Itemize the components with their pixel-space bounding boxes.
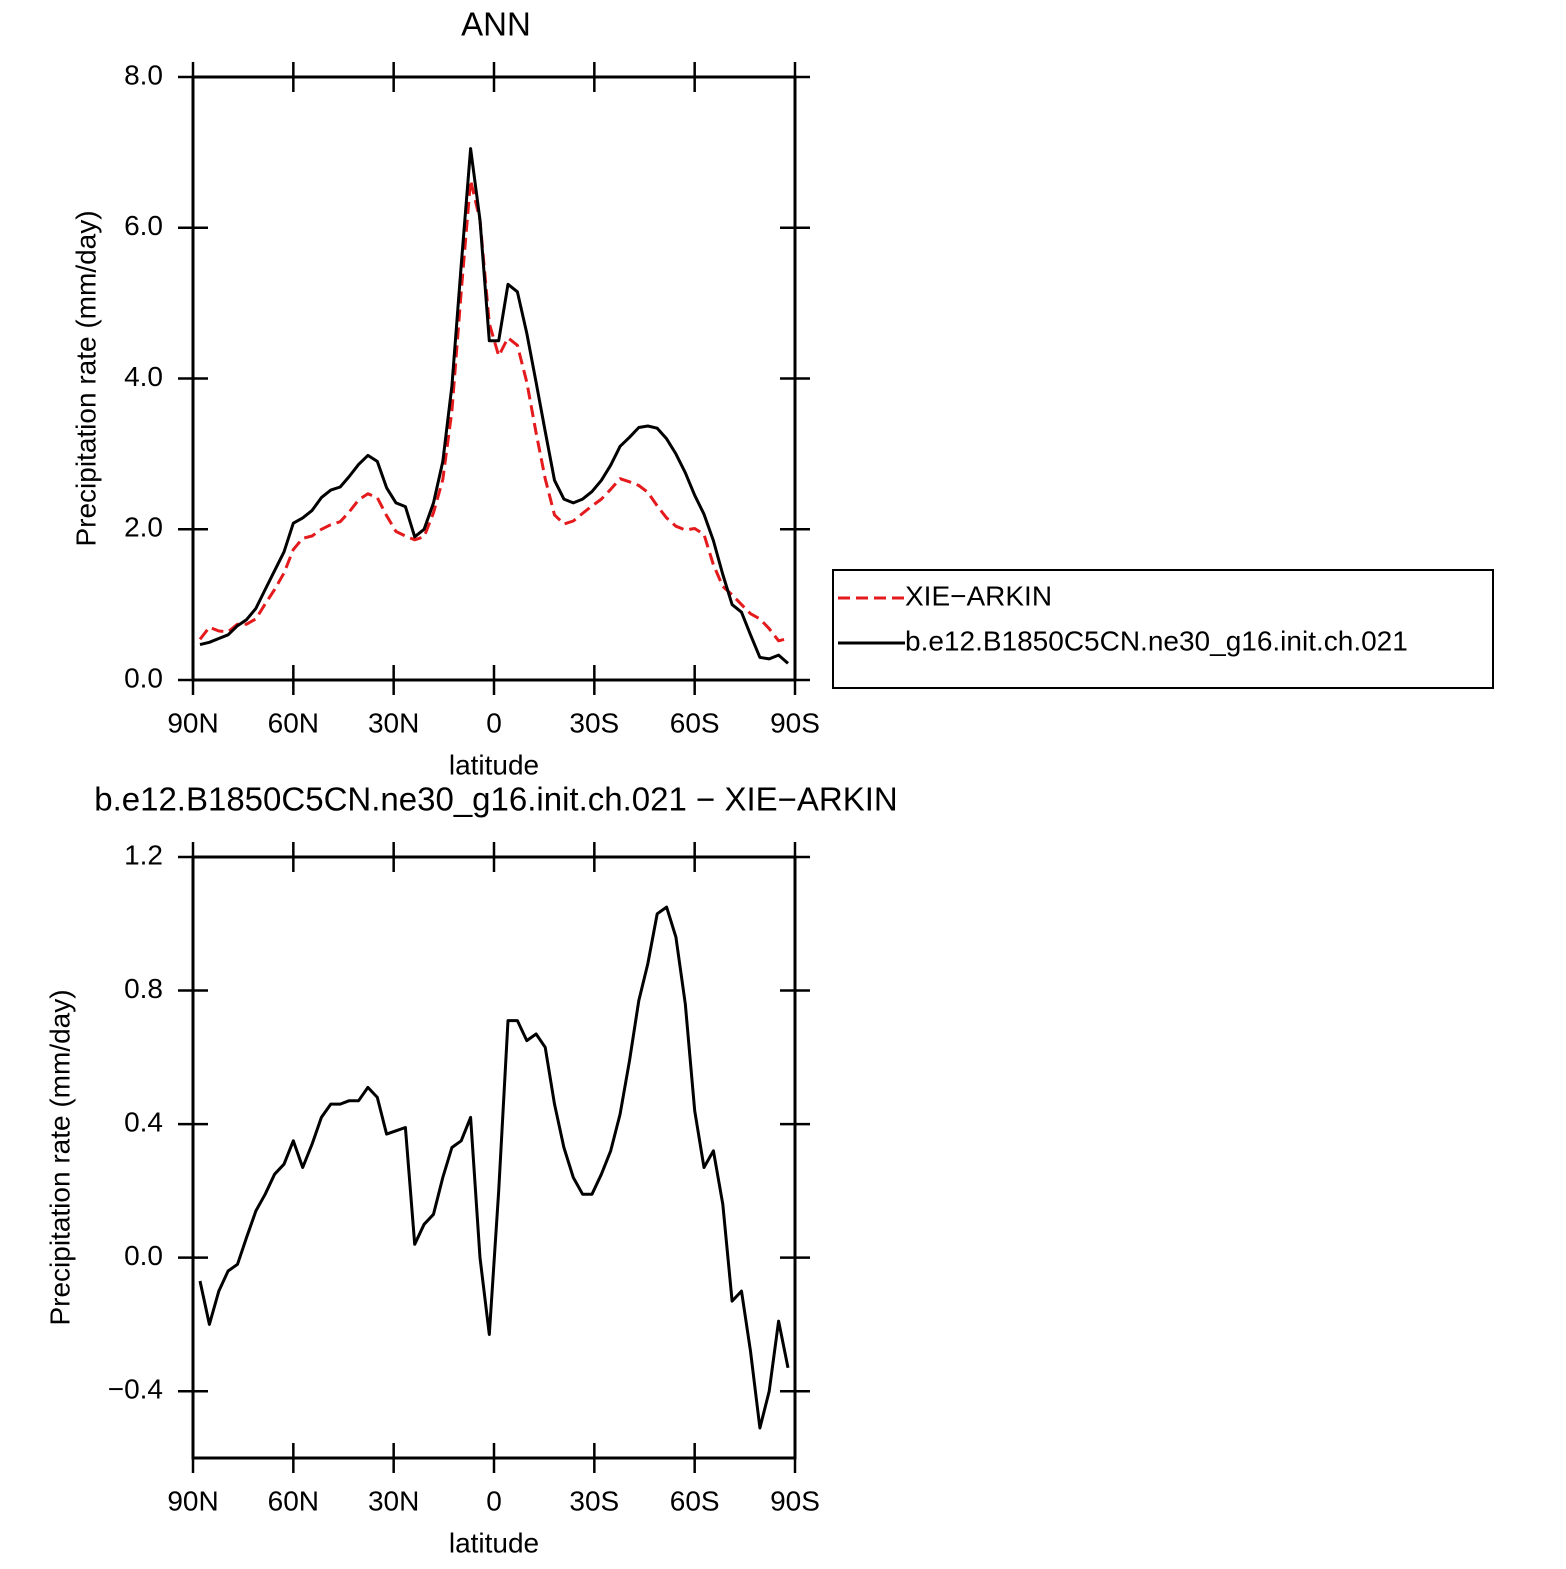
legend-label: b.e12.B1850C5CN.ne30_g16.init.ch.021 xyxy=(905,625,1408,656)
plot-frame xyxy=(191,75,797,682)
chart-title: ANN xyxy=(461,6,531,43)
plot-frame xyxy=(191,855,797,1460)
x-tick-label: 60S xyxy=(670,707,720,738)
y-tick-label: 0.0 xyxy=(124,1240,163,1271)
y-tick-label: 8.0 xyxy=(124,59,163,90)
y-tick-label: 2.0 xyxy=(124,512,163,543)
x-tick-label: 90N xyxy=(167,1485,218,1516)
y-axis-label: Precipitation rate (mm/day) xyxy=(44,989,75,1325)
y-axis-label: Precipitation rate (mm/day) xyxy=(70,210,101,546)
x-tick-label: 90N xyxy=(167,707,218,738)
x-tick-label: 0 xyxy=(486,1485,502,1516)
x-tick-label: 60N xyxy=(268,707,319,738)
x-tick-label: 60S xyxy=(670,1485,720,1516)
y-tick-label: 0.8 xyxy=(124,973,163,1004)
x-tick-label: 30N xyxy=(368,707,419,738)
x-tick-label: 90S xyxy=(770,707,820,738)
legend-label: XIE−ARKIN xyxy=(905,580,1052,611)
x-tick-label: 60N xyxy=(268,1485,319,1516)
legend-box xyxy=(832,569,1494,689)
y-tick-label: 1.2 xyxy=(124,839,163,870)
y-tick-label: 4.0 xyxy=(124,361,163,392)
x-tick-label: 30S xyxy=(569,707,619,738)
data-line xyxy=(198,905,790,1430)
x-tick-label: 30N xyxy=(368,1485,419,1516)
y-tick-label: −0.4 xyxy=(108,1374,163,1405)
x-axis-label: latitude xyxy=(449,1527,539,1558)
x-tick-label: 0 xyxy=(486,707,502,738)
x-axis-label: latitude xyxy=(449,749,539,780)
data-line xyxy=(198,178,789,643)
chart-title: b.e12.B1850C5CN.ne30_g16.init.ch.021 − X… xyxy=(94,781,898,818)
x-tick-label: 90S xyxy=(770,1485,820,1516)
data-line xyxy=(199,147,789,665)
y-tick-label: 0.0 xyxy=(124,662,163,693)
y-tick-label: 0.4 xyxy=(124,1107,163,1138)
x-tick-label: 30S xyxy=(569,1485,619,1516)
y-tick-label: 6.0 xyxy=(124,210,163,241)
